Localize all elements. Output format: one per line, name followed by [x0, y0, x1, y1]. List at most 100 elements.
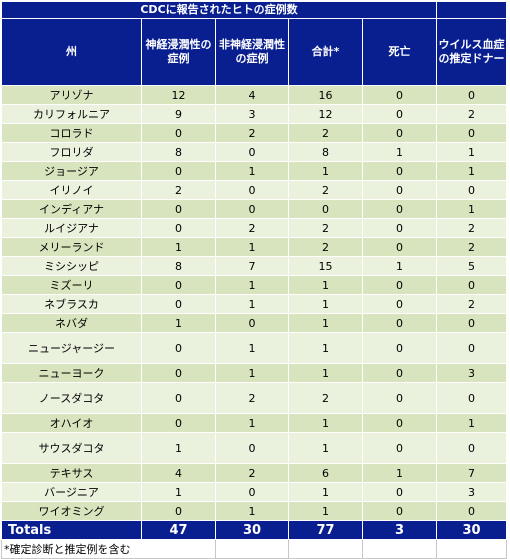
- total-cell: 16: [288, 85, 363, 105]
- total-cell: 0: [288, 199, 363, 219]
- nonneuro-cell: 0: [215, 313, 289, 333]
- nonneuro-cell: 2: [215, 123, 289, 143]
- nonneuro-cell: 2: [215, 382, 289, 414]
- donors-cell: 0: [436, 313, 507, 333]
- header-neuroinvasive: 神経浸潤性の症例: [141, 18, 216, 86]
- nonneuro-cell: 0: [215, 142, 289, 162]
- nonneuro-cell: 4: [215, 85, 289, 105]
- neuro-cell: 1: [141, 237, 216, 257]
- donors-cell: 2: [436, 104, 507, 124]
- table-row: ワイオミング 0 1 1 0 0: [1, 501, 507, 521]
- table-row: コロラド 0 2 2 0 0: [1, 123, 507, 143]
- nonneuro-cell: 0: [215, 199, 289, 219]
- deaths-cell: 0: [362, 161, 437, 181]
- donors-cell: 7: [436, 463, 507, 483]
- deaths-cell: 0: [362, 332, 437, 364]
- header-viremic-donors: ウイルス血症の推定ドナー: [436, 18, 507, 86]
- nonneuro-cell: 1: [215, 332, 289, 364]
- neuro-cell: 0: [141, 413, 216, 433]
- donors-cell: 0: [436, 382, 507, 414]
- nonneuro-cell: 1: [215, 413, 289, 433]
- donors-cell: 2: [436, 218, 507, 238]
- state-cell: カリフォルニア: [1, 104, 142, 124]
- nonneuro-cell: 7: [215, 256, 289, 276]
- total-cell: 1: [288, 161, 363, 181]
- state-cell: ネブラスカ: [1, 294, 142, 314]
- state-cell: ジョージア: [1, 161, 142, 181]
- deaths-cell: 0: [362, 501, 437, 521]
- table-row: ニューヨーク 0 1 1 0 3: [1, 363, 507, 383]
- title-blank-cell: [436, 1, 507, 19]
- table-row: ネバダ 1 0 1 0 0: [1, 313, 507, 333]
- total-cell: 1: [288, 313, 363, 333]
- neuro-cell: 0: [141, 332, 216, 364]
- nonneuro-cell: 1: [215, 363, 289, 383]
- state-cell: イリノイ: [1, 180, 142, 200]
- neuro-cell: 0: [141, 275, 216, 295]
- nonneuro-cell: 1: [215, 294, 289, 314]
- table-row: ミシシッピ 8 7 15 1 5: [1, 256, 507, 276]
- total-cell: 8: [288, 142, 363, 162]
- donors-cell: 0: [436, 275, 507, 295]
- deaths-cell: 0: [362, 218, 437, 238]
- state-cell: ニュージャージー: [1, 332, 142, 364]
- nonneuro-cell: 0: [215, 482, 289, 502]
- total-cell: 1: [288, 413, 363, 433]
- state-cell: メリーランド: [1, 237, 142, 257]
- state-cell: オハイオ: [1, 413, 142, 433]
- neuro-cell: 8: [141, 142, 216, 162]
- footnote-empty-cell: [288, 539, 363, 559]
- nonneuro-cell: 1: [215, 237, 289, 257]
- deaths-cell: 0: [362, 85, 437, 105]
- header-non-neuroinvasive: 非神経浸潤性の症例: [215, 18, 289, 86]
- state-cell: アリゾナ: [1, 85, 142, 105]
- deaths-cell: 1: [362, 463, 437, 483]
- totals-row: Totals 47 30 77 3 30: [1, 520, 507, 540]
- nonneuro-cell: 1: [215, 275, 289, 295]
- table-row: テキサス 4 2 6 1 7: [1, 463, 507, 483]
- donors-cell: 0: [436, 332, 507, 364]
- donors-cell: 0: [436, 85, 507, 105]
- nonneuro-cell: 1: [215, 161, 289, 181]
- deaths-cell: 0: [362, 237, 437, 257]
- table-row: ノースダコタ 0 2 2 0 0: [1, 382, 507, 414]
- totals-nonneuro: 30: [215, 520, 289, 540]
- total-cell: 2: [288, 180, 363, 200]
- deaths-cell: 0: [362, 482, 437, 502]
- donors-cell: 2: [436, 237, 507, 257]
- table-row: メリーランド 1 1 2 0 2: [1, 237, 507, 257]
- neuro-cell: 8: [141, 256, 216, 276]
- table-row: カリフォルニア 9 3 12 0 2: [1, 104, 507, 124]
- state-cell: ノースダコタ: [1, 382, 142, 414]
- total-cell: 2: [288, 237, 363, 257]
- donors-cell: 0: [436, 501, 507, 521]
- deaths-cell: 0: [362, 382, 437, 414]
- neuro-cell: 9: [141, 104, 216, 124]
- neuro-cell: 4: [141, 463, 216, 483]
- neuro-cell: 2: [141, 180, 216, 200]
- state-cell: ルイジアナ: [1, 218, 142, 238]
- total-cell: 1: [288, 294, 363, 314]
- donors-cell: 3: [436, 363, 507, 383]
- deaths-cell: 1: [362, 256, 437, 276]
- deaths-cell: 1: [362, 142, 437, 162]
- donors-cell: 2: [436, 294, 507, 314]
- donors-cell: 1: [436, 142, 507, 162]
- header-total: 合計*: [288, 18, 363, 86]
- nonneuro-cell: 1: [215, 501, 289, 521]
- totals-donors: 30: [436, 520, 507, 540]
- donors-cell: 0: [436, 432, 507, 464]
- deaths-cell: 0: [362, 363, 437, 383]
- table-row: ネブラスカ 0 1 1 0 2: [1, 294, 507, 314]
- table-row: ルイジアナ 0 2 2 0 2: [1, 218, 507, 238]
- totals-deaths: 3: [362, 520, 437, 540]
- totals-neuro: 47: [141, 520, 216, 540]
- table-title: CDCに報告されたヒトの症例数: [1, 1, 437, 19]
- state-cell: インディアナ: [1, 199, 142, 219]
- donors-cell: 5: [436, 256, 507, 276]
- table-row: フロリダ 8 0 8 1 1: [1, 142, 507, 162]
- state-cell: コロラド: [1, 123, 142, 143]
- state-cell: サウスダコタ: [1, 432, 142, 464]
- neuro-cell: 0: [141, 501, 216, 521]
- totals-total: 77: [288, 520, 363, 540]
